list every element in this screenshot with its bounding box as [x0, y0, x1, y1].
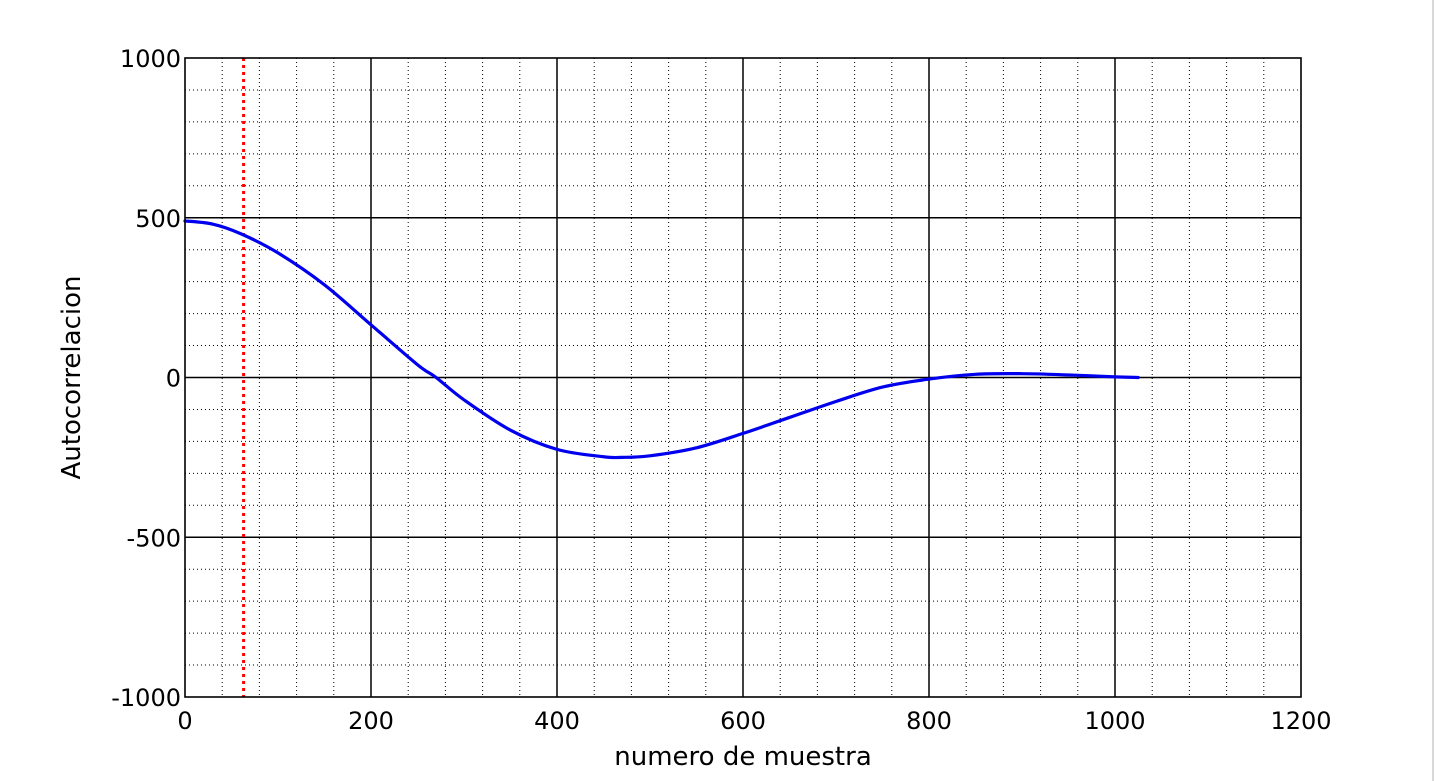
x-tick-labels: 0 200 400 600 800 1000 1200 [177, 707, 1331, 735]
y-tick-label: 500 [135, 205, 181, 233]
y-tick-label: -500 [127, 524, 181, 552]
x-tick-label: 400 [534, 707, 580, 735]
y-tick-labels: -1000 -500 0 500 1000 [111, 45, 181, 712]
x-tick-label: 1000 [1084, 707, 1145, 735]
x-tick-label: 800 [906, 707, 952, 735]
x-tick-label: 600 [720, 707, 766, 735]
minor-grid [185, 58, 1301, 697]
window-edge [1432, 0, 1434, 781]
series-layer [183, 219, 1140, 460]
y-tick-label: 0 [166, 365, 181, 393]
x-tick-label: 0 [177, 707, 192, 735]
series-line [183, 219, 1140, 460]
plot-frame [184, 57, 1302, 698]
x-tick-label: 200 [348, 707, 394, 735]
x-axis-label: numero de muestra [614, 742, 872, 772]
y-tick-label: -1000 [111, 684, 181, 712]
y-tick-label: 1000 [120, 45, 181, 73]
x-tick-label: 1200 [1270, 707, 1331, 735]
y-axis-label: Autocorrelacion [57, 276, 87, 480]
